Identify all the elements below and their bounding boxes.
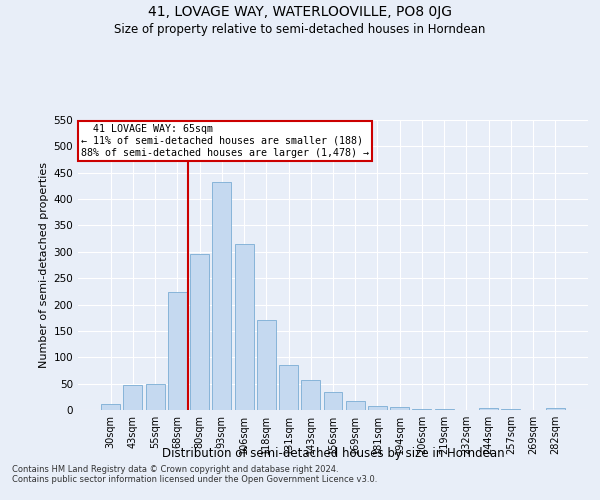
- Bar: [346, 400, 365, 410]
- Bar: [390, 408, 409, 410]
- Bar: [146, 384, 164, 410]
- Bar: [279, 365, 298, 410]
- Bar: [368, 406, 387, 410]
- Bar: [101, 404, 120, 410]
- Bar: [235, 244, 254, 410]
- Bar: [257, 320, 276, 410]
- Text: 41, LOVAGE WAY, WATERLOOVILLE, PO8 0JG: 41, LOVAGE WAY, WATERLOOVILLE, PO8 0JG: [148, 5, 452, 19]
- Bar: [412, 409, 431, 410]
- Text: 41 LOVAGE WAY: 65sqm  
← 11% of semi-detached houses are smaller (188)
88% of se: 41 LOVAGE WAY: 65sqm ← 11% of semi-detac…: [80, 124, 368, 158]
- Bar: [212, 182, 231, 410]
- Text: Contains public sector information licensed under the Open Government Licence v3: Contains public sector information licen…: [12, 476, 377, 484]
- Bar: [323, 392, 343, 410]
- Text: Distribution of semi-detached houses by size in Horndean: Distribution of semi-detached houses by …: [161, 448, 505, 460]
- Y-axis label: Number of semi-detached properties: Number of semi-detached properties: [39, 162, 49, 368]
- Bar: [479, 408, 498, 410]
- Bar: [301, 380, 320, 410]
- Bar: [124, 384, 142, 410]
- Bar: [190, 254, 209, 410]
- Text: Size of property relative to semi-detached houses in Horndean: Size of property relative to semi-detach…: [115, 22, 485, 36]
- Bar: [546, 408, 565, 410]
- Bar: [168, 292, 187, 410]
- Text: Contains HM Land Registry data © Crown copyright and database right 2024.: Contains HM Land Registry data © Crown c…: [12, 466, 338, 474]
